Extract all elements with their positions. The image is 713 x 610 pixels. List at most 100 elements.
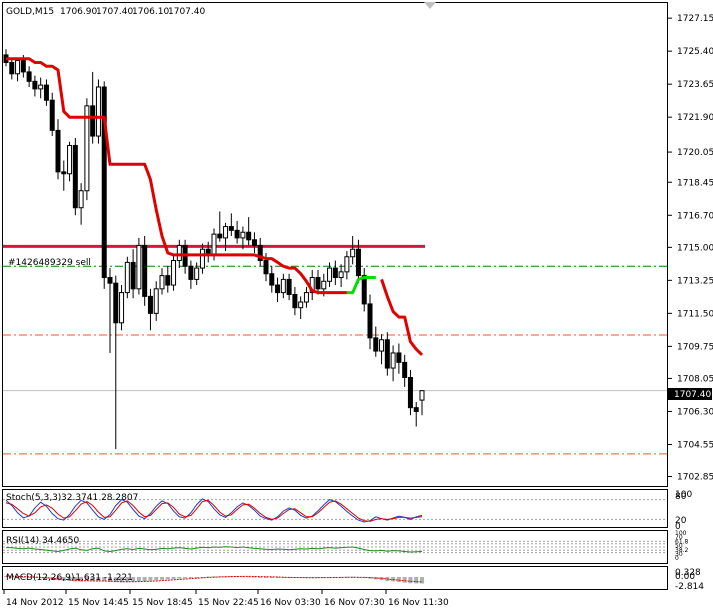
indicator-lines xyxy=(6,57,424,356)
candle-body xyxy=(379,339,385,352)
stoch-main-line xyxy=(5,498,423,523)
macd-histogram-bar xyxy=(136,577,141,582)
ohlc-high: 1707.40 xyxy=(96,7,133,17)
price-tick-label: 1702.85 xyxy=(677,473,713,483)
candle-body xyxy=(384,339,390,369)
macd-signal-line xyxy=(5,575,423,583)
candle-body xyxy=(165,275,171,286)
candle-body xyxy=(303,292,309,303)
macd-histogram-bar xyxy=(102,577,107,582)
current-price-label: 1707.40 xyxy=(674,390,711,400)
macd-histogram-bar xyxy=(275,577,280,578)
macd-histogram-bar xyxy=(131,577,136,582)
macd-histogram-bar xyxy=(339,577,344,578)
price-tick-label: 1713.25 xyxy=(677,276,713,286)
macd-histogram-bar xyxy=(4,576,8,578)
macd-histogram-bar xyxy=(420,577,424,584)
candle-body xyxy=(78,190,84,209)
macd-histogram-bar xyxy=(188,577,193,578)
candle-body xyxy=(234,229,240,239)
candle-body xyxy=(130,261,136,290)
candle-body xyxy=(338,271,344,279)
macd-histogram-bar xyxy=(402,577,407,583)
candle-body xyxy=(101,86,107,279)
macd-tick-low: -2.814 xyxy=(675,582,704,592)
candle-body xyxy=(43,84,49,101)
macd-histogram-bar xyxy=(396,577,401,582)
candle-body xyxy=(49,99,55,131)
candle-body xyxy=(367,303,373,339)
candle-body xyxy=(407,376,413,409)
macd-panel[interactable]: MACD(12,26,9) -1.631 -1.221 0.328 0.00 -… xyxy=(2,566,705,593)
macd-histogram-bar xyxy=(125,577,130,583)
trend-line-red xyxy=(6,57,424,356)
candle-body xyxy=(332,267,338,279)
candle-body xyxy=(72,144,78,209)
candle-body xyxy=(327,267,333,282)
price-tick-label: 1711.50 xyxy=(677,309,713,319)
stoch-tick-20: 20 xyxy=(675,516,687,526)
candle-body xyxy=(142,244,148,297)
rsi-line xyxy=(5,546,423,553)
candle-body xyxy=(211,233,217,256)
candle-body xyxy=(263,260,269,275)
ohlc-open: 1706.90 xyxy=(60,7,97,17)
candle-body xyxy=(292,293,298,309)
price-tick-label: 1706.30 xyxy=(677,407,713,417)
macd-histogram-bar xyxy=(73,577,78,582)
macd-histogram-bar xyxy=(90,577,95,581)
candle-body xyxy=(153,288,159,314)
macd-histogram-bar xyxy=(108,577,112,582)
candle-body xyxy=(124,261,130,294)
stochastic-panel[interactable]: Stoch(5,3,3) 32.3741 28.2807 100 80 20 0 xyxy=(2,489,693,533)
macd-histogram-bar xyxy=(414,577,419,584)
ohlc-close: 1707.40 xyxy=(168,7,205,17)
rsi-panel-frame xyxy=(2,530,668,564)
candle-body xyxy=(90,105,96,137)
candle-body xyxy=(217,233,223,239)
chart-shift-marker[interactable] xyxy=(424,2,436,9)
candle-body xyxy=(119,292,125,324)
time-axis: 14 Nov 2012 15 Nov 14:45 15 Nov 18:45 15 No… xyxy=(3,590,449,608)
symbol-header: GOLD,M15 xyxy=(6,7,54,17)
macd-histogram-bar xyxy=(15,576,20,578)
candle-body xyxy=(251,239,257,246)
macd-histogram-bar xyxy=(183,577,188,579)
time-tick-label: 15 Nov 18:45 xyxy=(132,598,193,608)
candle-body xyxy=(286,278,292,295)
price-tick-label: 1725.40 xyxy=(677,47,713,57)
candle-body xyxy=(390,352,396,369)
candle-body xyxy=(402,361,408,378)
candle-body xyxy=(20,60,26,73)
price-panel[interactable]: GOLD,M15 1706.90 1707.40 1706.10 1707.40… xyxy=(2,2,713,487)
macd-histogram-bar xyxy=(113,577,118,583)
rsi-tick-label: 0 xyxy=(675,555,679,562)
candle-body xyxy=(350,248,356,258)
candle-body xyxy=(298,301,304,309)
macd-histogram-bar xyxy=(84,577,89,582)
candle-body xyxy=(84,105,90,192)
macd-histogram-bar xyxy=(327,577,332,578)
rsi-tick-label: 61.8 xyxy=(675,538,689,545)
time-tick-label: 16 Nov 11:30 xyxy=(388,598,449,608)
candle-body xyxy=(344,256,350,273)
candle-body xyxy=(9,61,15,75)
macd-histogram-bar xyxy=(344,576,349,578)
candle-body xyxy=(147,295,153,314)
candle-body xyxy=(223,226,229,239)
macd-tick-high: 0.328 xyxy=(675,568,701,578)
macd-histogram-bar xyxy=(194,577,199,578)
rsi-lines xyxy=(3,540,667,554)
candle-body xyxy=(26,71,32,82)
macd-label: MACD(12,26,9) xyxy=(6,573,74,583)
rsi-tick-label: 30 xyxy=(675,551,683,558)
price-tick-label: 1721.90 xyxy=(677,113,713,123)
price-tick-label: 1720.05 xyxy=(677,148,713,158)
candle-body xyxy=(107,277,113,284)
macd-histogram-bar xyxy=(119,577,124,583)
macd-histogram-bar xyxy=(27,577,32,578)
macd-histogram-bar xyxy=(9,576,14,578)
